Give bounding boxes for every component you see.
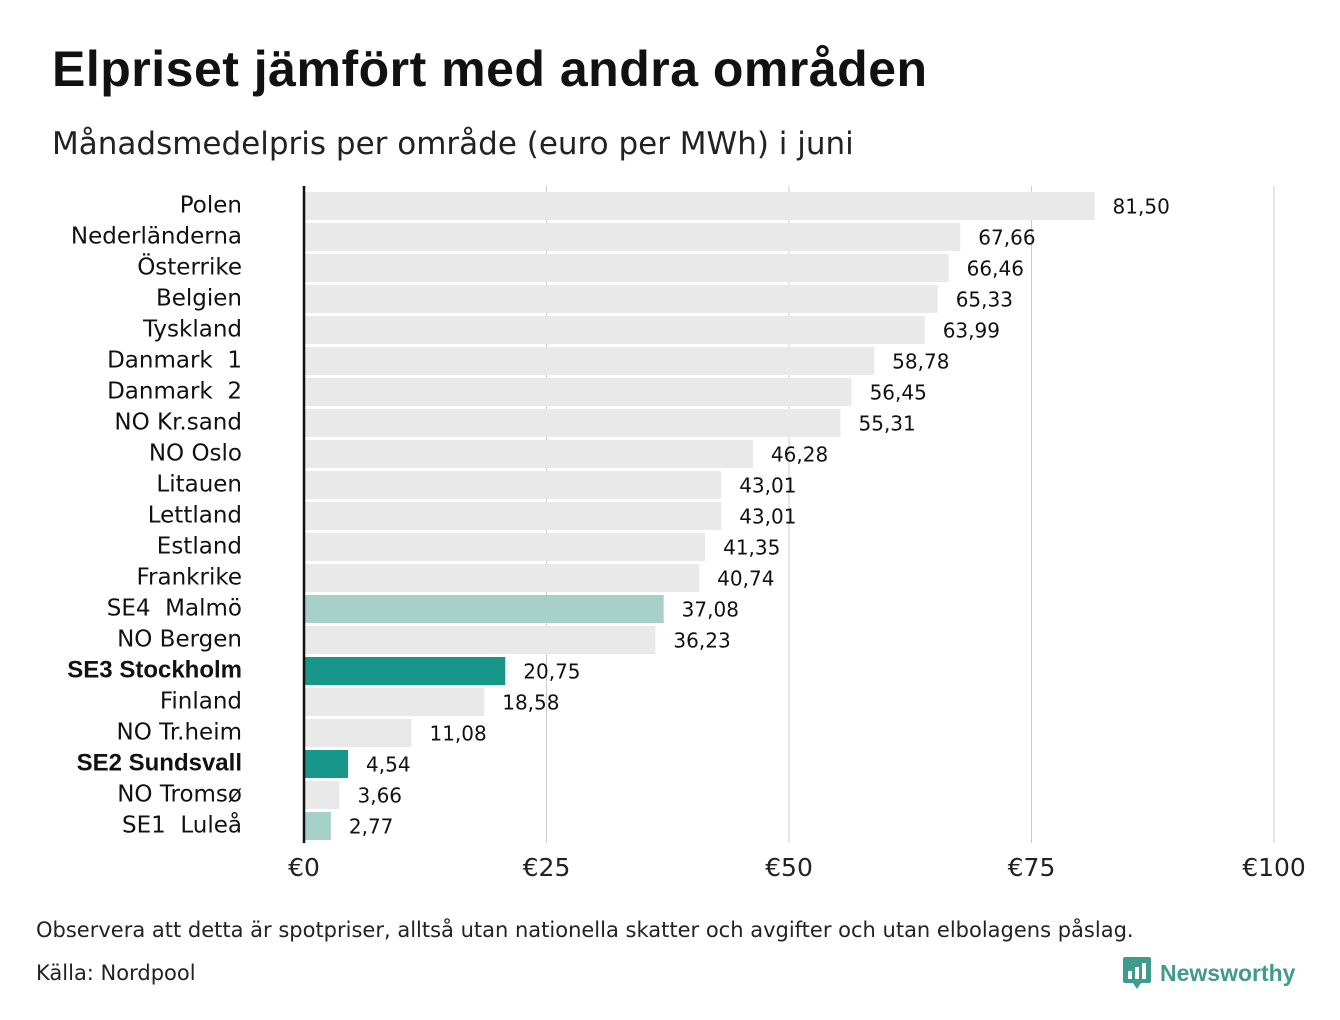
bar — [304, 657, 506, 685]
bar — [304, 223, 961, 251]
x-tick-label: €25 — [523, 853, 571, 882]
bar — [304, 409, 841, 437]
brand-name: Newsworthy — [1160, 959, 1296, 986]
value-label: 11,08 — [429, 722, 486, 746]
x-tick-label: €75 — [1008, 853, 1056, 882]
category-label: Frankrike — [137, 565, 243, 591]
category-label: NO Oslo — [149, 441, 242, 467]
value-label: 58,78 — [892, 350, 949, 374]
chart-title: Elpriset jämfört med andra områden — [52, 41, 928, 97]
x-tick-label: €100 — [1242, 853, 1306, 882]
bar — [304, 378, 852, 406]
bar — [304, 564, 700, 592]
bar — [304, 719, 412, 747]
category-label: SE1 Luleå — [122, 811, 242, 839]
value-label: 46,28 — [771, 443, 828, 467]
value-label: 3,66 — [358, 784, 403, 808]
bar — [304, 192, 1095, 220]
chart-subtitle: Månadsmedelpris per område (euro per MWh… — [52, 126, 854, 162]
value-labels: 81,50 67,66 66,46 65,33 63,99 58,78 56,45 55,31… — [349, 195, 1170, 839]
category-label: Österrike — [137, 253, 242, 281]
value-label: 4,54 — [366, 753, 411, 777]
category-label: NO Tr.heim — [117, 720, 242, 746]
value-label: 67,66 — [978, 226, 1035, 250]
category-label: NO Tromsø — [117, 782, 242, 808]
category-label: Danmark 1 — [107, 348, 242, 374]
value-label: 37,08 — [682, 598, 739, 622]
category-label: SE2 Sundsvall — [77, 749, 242, 776]
bar — [304, 812, 331, 840]
value-label: 56,45 — [870, 381, 927, 405]
category-label: Litauen — [156, 472, 242, 498]
bar — [304, 285, 938, 313]
value-label: 36,23 — [673, 629, 730, 653]
category-label: Tyskland — [142, 317, 242, 343]
newsworthy-logo-icon — [1123, 957, 1151, 989]
category-label: SE3 Stockholm — [67, 656, 242, 683]
value-label: 18,58 — [502, 691, 559, 715]
value-label: 81,50 — [1113, 195, 1170, 219]
bar — [304, 595, 664, 623]
bar — [304, 440, 753, 468]
category-label: Estland — [157, 534, 242, 560]
bar — [304, 502, 722, 530]
brand-logo: Newsworthy — [1122, 955, 1295, 991]
bar — [304, 316, 925, 344]
bar — [304, 471, 722, 499]
category-label: Nederländerna — [71, 224, 242, 250]
bar — [304, 750, 349, 778]
value-label: 63,99 — [943, 319, 1000, 343]
x-tick-label: €50 — [765, 853, 813, 882]
value-label: 20,75 — [523, 660, 580, 684]
value-label: 65,33 — [956, 288, 1013, 312]
value-label: 40,74 — [717, 567, 774, 591]
bar — [304, 254, 949, 282]
category-label: Polen — [180, 193, 242, 219]
category-labels: Polen Nederländerna Österrike Belgien Tyskla… — [67, 193, 242, 839]
value-label: 55,31 — [859, 412, 916, 436]
bar — [304, 347, 875, 375]
value-label: 41,35 — [723, 536, 780, 560]
footnote: Observera att detta är spotpriser, allts… — [36, 918, 1134, 942]
category-label: NO Kr.sand — [114, 410, 242, 436]
bar-chart: Polen Nederländerna Österrike Belgien Tyskla… — [67, 186, 1306, 882]
bar — [304, 533, 706, 561]
category-label: Belgien — [156, 286, 242, 312]
bar — [304, 688, 485, 716]
category-label: SE4 Malmö — [107, 596, 242, 622]
x-tick-label: €0 — [288, 853, 320, 882]
source-note: Källa: Nordpool — [36, 961, 196, 985]
x-axis-tick-labels: €0 €25 €50 €75 €100 — [288, 853, 1306, 882]
value-label: 2,77 — [349, 815, 394, 839]
bar — [304, 626, 656, 654]
category-label: Lettland — [148, 503, 242, 529]
category-label: Danmark 2 — [107, 379, 242, 405]
value-label: 43,01 — [739, 505, 796, 529]
bar — [304, 781, 340, 809]
bars — [304, 192, 1095, 840]
value-label: 43,01 — [739, 474, 796, 498]
value-label: 66,46 — [967, 257, 1024, 281]
category-label: Finland — [160, 689, 242, 715]
category-label: NO Bergen — [117, 627, 242, 653]
